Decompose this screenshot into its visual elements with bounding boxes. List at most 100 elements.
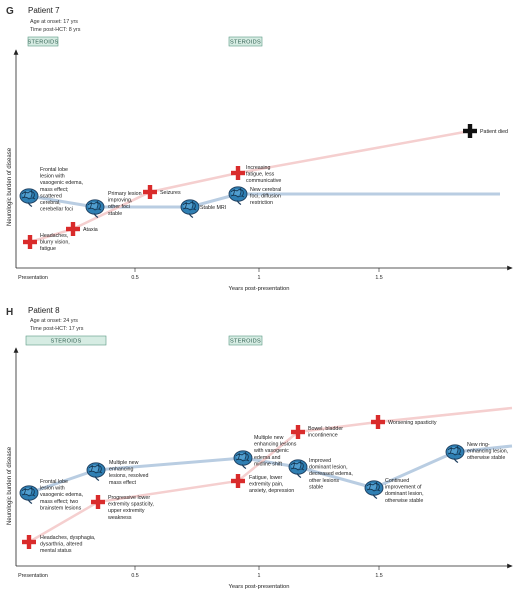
annotation-line: Bowel, bladder [308, 426, 343, 432]
annotation-line: edema and [254, 455, 281, 461]
annotation-line: fatigue [40, 246, 56, 252]
annotation-line: other foci [108, 204, 130, 210]
steroid-bar: STEROIDS [228, 335, 263, 346]
annotation-line: enhancing [109, 467, 134, 473]
steroid-label: STEROIDS [28, 40, 59, 46]
annotation-line: dysarthria, altered [40, 542, 82, 548]
red-cross-icon [371, 415, 385, 429]
annotation: Multiple new enhancing lesions with vasoge… [254, 435, 297, 467]
red-cross-icon [91, 495, 105, 509]
tick-label: 0.5 [131, 573, 138, 579]
annotation-line: mass effect [109, 480, 137, 486]
annotation: Stable MRI [200, 205, 226, 211]
annotation-line: Primary lesion [108, 191, 142, 197]
annotation-line: Frontal lobe [40, 167, 68, 173]
annotation-line: Continued [385, 478, 409, 484]
annotation-line: Multiple new [109, 460, 139, 466]
panel-letter: H [6, 307, 13, 318]
tick-label: 1.5 [375, 275, 382, 281]
annotation-line: anxiety, depression [249, 488, 294, 494]
annotation-line: midline shift [254, 461, 282, 467]
brain-icon [233, 450, 253, 470]
annotation: Seizures [160, 190, 181, 196]
annotation-line: Frontal lobe [40, 479, 68, 485]
red-cross-icon [23, 235, 37, 249]
annotation-line: Ataxia [83, 227, 98, 233]
annotation: Bowel, bladder incontinence [308, 426, 343, 439]
annotation-line: lesion with [40, 486, 65, 492]
annotation: New ring-enhancing lesion, otherwise stab… [467, 442, 508, 461]
annotation-line: lesions, resolved [109, 473, 149, 479]
annotation-line: stable [108, 211, 122, 217]
patient-title: Patient 7 [28, 6, 60, 15]
panel-h: H Patient 8 Age at onset: 24 yrs Time po… [6, 306, 513, 590]
annotation-line: Patient died [480, 129, 508, 135]
tick-label: 1 [258, 573, 261, 579]
annotation-line: communicative [246, 178, 281, 184]
annotation-line: blurry vision, [40, 240, 70, 246]
annotation: Frontal lobe lesion with vasogenic edema, m… [40, 167, 83, 213]
symptom-trajectory-line [28, 406, 513, 544]
annotation-line: fatigue, less [246, 172, 275, 178]
tick-label: 0.5 [131, 275, 138, 281]
annotation-line: foci, diffusion [250, 194, 281, 200]
x-axis-label: Years post-presentation [228, 286, 289, 292]
black-cross-icon [463, 124, 477, 138]
brain-icon [86, 462, 106, 482]
annotation: Fatigue, lower extremity pain, anxiety, de… [249, 475, 294, 494]
panel-g: G Patient 7 Age at onset: 17 yrs Time po… [6, 6, 513, 292]
annotation: New cerebral foci, diffusion restriction [250, 187, 281, 206]
annotation-line: other lesions [309, 478, 339, 484]
annotation: Improved dominant lesion, decreased edema,… [309, 458, 353, 490]
brain-icon [228, 186, 248, 206]
annotation-line: stable [309, 484, 323, 490]
brain-icon [288, 459, 308, 479]
annotation: Headaches, dysphagia, dysarthria, altered… [40, 535, 95, 554]
annotation: Headaches, blurry vision, fatigue [40, 233, 70, 252]
annotation-line: decreased edema, [309, 471, 353, 477]
annotation-line: extremity pain, [249, 482, 283, 488]
tick-label: 1.5 [375, 573, 382, 579]
age-at-onset: Age at onset: 17 yrs [30, 19, 78, 25]
annotation: Primary lesion improving, other foci stable [108, 191, 142, 217]
tick-label: 1 [258, 275, 261, 281]
steroid-label: STEROIDS [51, 339, 82, 345]
annotation-line: improving, [108, 198, 132, 204]
steroid-bar: STEROIDS [228, 36, 263, 47]
annotation-line: weakness [108, 515, 132, 521]
time-post-hct: Time post-HCT: 17 yrs [30, 326, 84, 332]
annotation: Patient died [480, 129, 508, 135]
y-axis-label: Neurologic burden of disease [7, 147, 13, 226]
time-post-hct: Time post-HCT: 8 yrs [30, 27, 81, 33]
annotation-line: lesion with [40, 174, 65, 180]
y-axis-label: Neurologic burden of disease [7, 446, 13, 525]
annotation: Worsening spasticity [388, 420, 437, 426]
steroid-label: STEROIDS [230, 339, 261, 345]
tick-label: Presentation [18, 275, 48, 281]
annotation-line: mass effect; [40, 187, 68, 193]
annotation-line: extremity spasticity, [108, 502, 154, 508]
annotation-line: New cerebral [250, 187, 281, 193]
steroid-bar: STEROIDS [28, 36, 59, 47]
red-cross-icon [143, 185, 157, 199]
annotation: Increasing fatigue, less communicative [246, 165, 281, 184]
annotation-line: Headaches, dysphagia, [40, 535, 95, 541]
annotation-line: vasogenic edema, [40, 180, 83, 186]
tick-label: Presentation [18, 573, 48, 579]
annotation-line: cerebral, [40, 200, 61, 206]
annotation-line: otherwise stable [467, 455, 505, 461]
annotation-line: cerebellar foci [40, 207, 73, 213]
annotation-line: Headaches, [40, 233, 68, 239]
annotation-line: incontinence [308, 433, 338, 439]
annotation-line: dominant lesion, [309, 465, 348, 471]
annotation-line: restriction [250, 200, 273, 206]
patient-title: Patient 8 [28, 306, 60, 315]
annotation: Multiple new enhancing lesions, resolved ma… [109, 460, 149, 486]
red-cross-icon [22, 535, 36, 549]
annotation-line: scattered [40, 193, 62, 199]
x-axis-label: Years post-presentation [228, 584, 289, 590]
brain-icon [19, 485, 39, 505]
annotation-line: vasogenic edema, [40, 492, 83, 498]
annotation-line: Improved [309, 458, 331, 464]
